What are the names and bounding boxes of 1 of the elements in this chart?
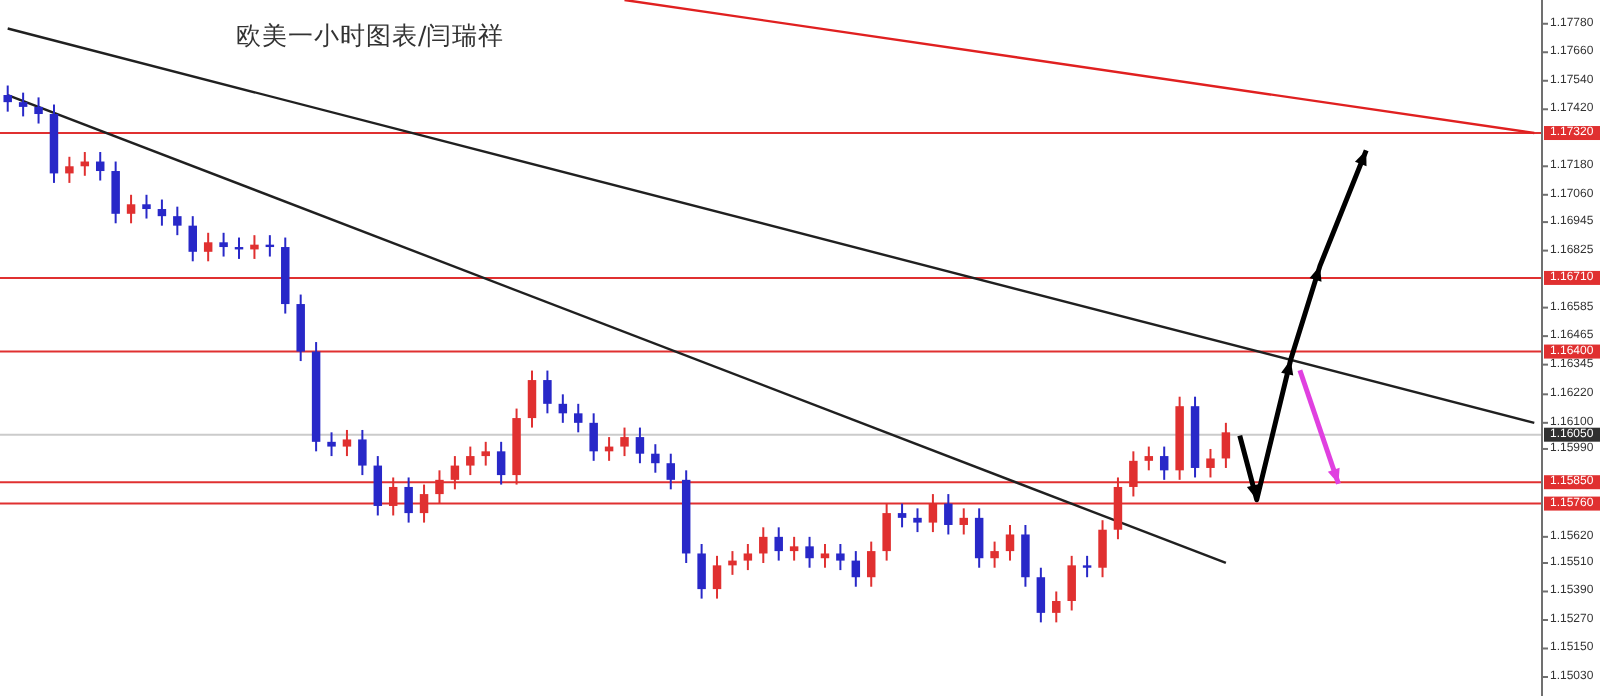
- text: 欧美一小时图表/闫瑞祥: [236, 20, 505, 50]
